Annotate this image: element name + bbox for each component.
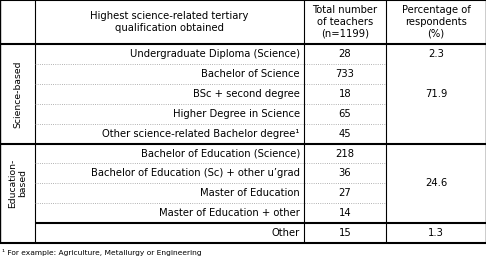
Text: 733: 733 — [336, 69, 354, 79]
Text: 24.6: 24.6 — [425, 178, 447, 188]
Text: 36: 36 — [339, 168, 351, 178]
Text: BSc + second degree: BSc + second degree — [193, 89, 300, 99]
Text: 18: 18 — [339, 89, 351, 99]
Text: 2.3: 2.3 — [428, 49, 444, 59]
Text: 65: 65 — [339, 109, 351, 119]
Text: Other science-related Bachelor degree¹: Other science-related Bachelor degree¹ — [103, 129, 300, 139]
Text: Other: Other — [272, 228, 300, 238]
Text: Percentage of
respondents
(%): Percentage of respondents (%) — [402, 6, 470, 39]
Text: 45: 45 — [339, 129, 351, 139]
Text: Bachelor of Science: Bachelor of Science — [201, 69, 300, 79]
Text: 218: 218 — [335, 149, 355, 159]
Text: 71.9: 71.9 — [425, 89, 448, 99]
Text: 1.3: 1.3 — [428, 228, 444, 238]
Text: Higher Degree in Science: Higher Degree in Science — [173, 109, 300, 119]
Text: 27: 27 — [339, 188, 351, 198]
Text: Highest science-related tertiary
qualification obtained: Highest science-related tertiary qualifi… — [90, 11, 248, 33]
Text: Undergraduate Diploma (Science): Undergraduate Diploma (Science) — [130, 49, 300, 59]
Text: Bachelor of Education (Science): Bachelor of Education (Science) — [140, 149, 300, 159]
Text: ¹ For example: Agriculture, Metallurgy or Engineering: ¹ For example: Agriculture, Metallurgy o… — [2, 249, 202, 256]
Text: Science-based: Science-based — [13, 60, 22, 128]
Text: 28: 28 — [339, 49, 351, 59]
Text: Master of Education: Master of Education — [200, 188, 300, 198]
Text: Bachelor of Education (Sc) + other u’grad: Bachelor of Education (Sc) + other u’gra… — [91, 168, 300, 178]
Text: 14: 14 — [339, 208, 351, 218]
Text: Education-
based: Education- based — [8, 159, 27, 208]
Text: Master of Education + other: Master of Education + other — [159, 208, 300, 218]
Text: 15: 15 — [339, 228, 351, 238]
Text: Total number
of teachers
(n=1199): Total number of teachers (n=1199) — [312, 6, 378, 39]
